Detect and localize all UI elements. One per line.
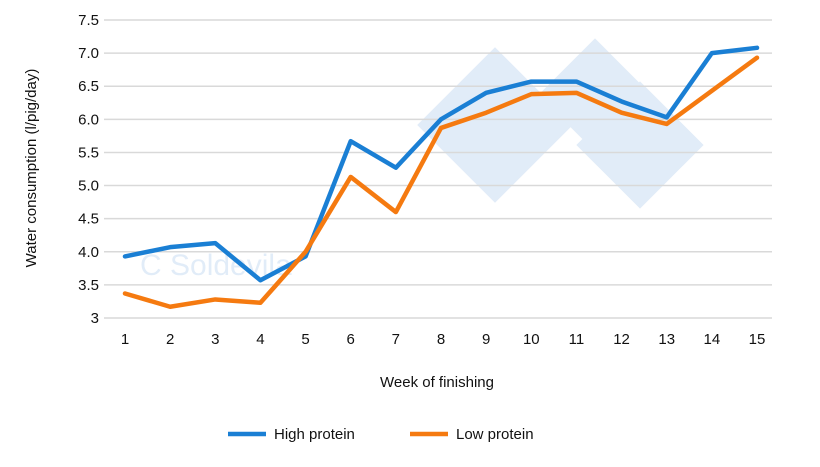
x-tick-label: 6: [347, 331, 355, 348]
x-tick-label: 7: [392, 331, 400, 348]
x-tick-label: 8: [437, 331, 445, 348]
x-tick-label: 2: [166, 331, 174, 348]
x-tick-label: 11: [569, 331, 585, 348]
y-tick-label: 7.5: [78, 12, 99, 29]
y-tick-label: 5.5: [78, 144, 99, 161]
series-line-0: [122, 45, 760, 283]
x-tick-label: 5: [301, 331, 309, 348]
x-tick-label: 10: [523, 331, 540, 348]
legend-label: High protein: [274, 426, 355, 443]
y-tick-label: 5.0: [78, 178, 99, 195]
y-tick-label: 4.5: [78, 211, 99, 228]
y-tick-label: 3: [91, 310, 99, 327]
y-axis-label: Water consumption (l/pig/day): [23, 69, 40, 268]
y-tick-label: 7.0: [78, 45, 99, 62]
legend: High protein Low protein: [228, 426, 534, 443]
x-axis-label: Week of finishing: [380, 374, 494, 391]
y-tick-label: 6.5: [78, 78, 99, 95]
series-lines: [122, 45, 760, 309]
gridlines: [104, 19, 772, 319]
x-tick-label: 3: [211, 331, 219, 348]
x-tick-label: 1: [121, 331, 129, 348]
x-tick-label: 14: [704, 331, 721, 348]
x-axis-ticks: 1 2 3 4 5 6 7 8 9 10 11 12 13 14 15: [121, 331, 766, 348]
legend-label: Low protein: [456, 426, 534, 443]
y-tick-label: 6.0: [78, 111, 99, 128]
x-tick-label: 15: [749, 331, 766, 348]
x-tick-label: 13: [658, 331, 675, 348]
y-tick-label: 3.5: [78, 277, 99, 294]
y-tick-label: 4.0: [78, 244, 99, 261]
x-tick-label: 12: [613, 331, 630, 348]
y-axis-ticks: 3 3.5 4.0 4.5 5.0 5.5 6.0 6.5 7.0 7.5: [78, 12, 99, 327]
series-line-1: [122, 55, 760, 309]
x-tick-label: 9: [482, 331, 490, 348]
x-tick-label: 4: [256, 331, 264, 348]
